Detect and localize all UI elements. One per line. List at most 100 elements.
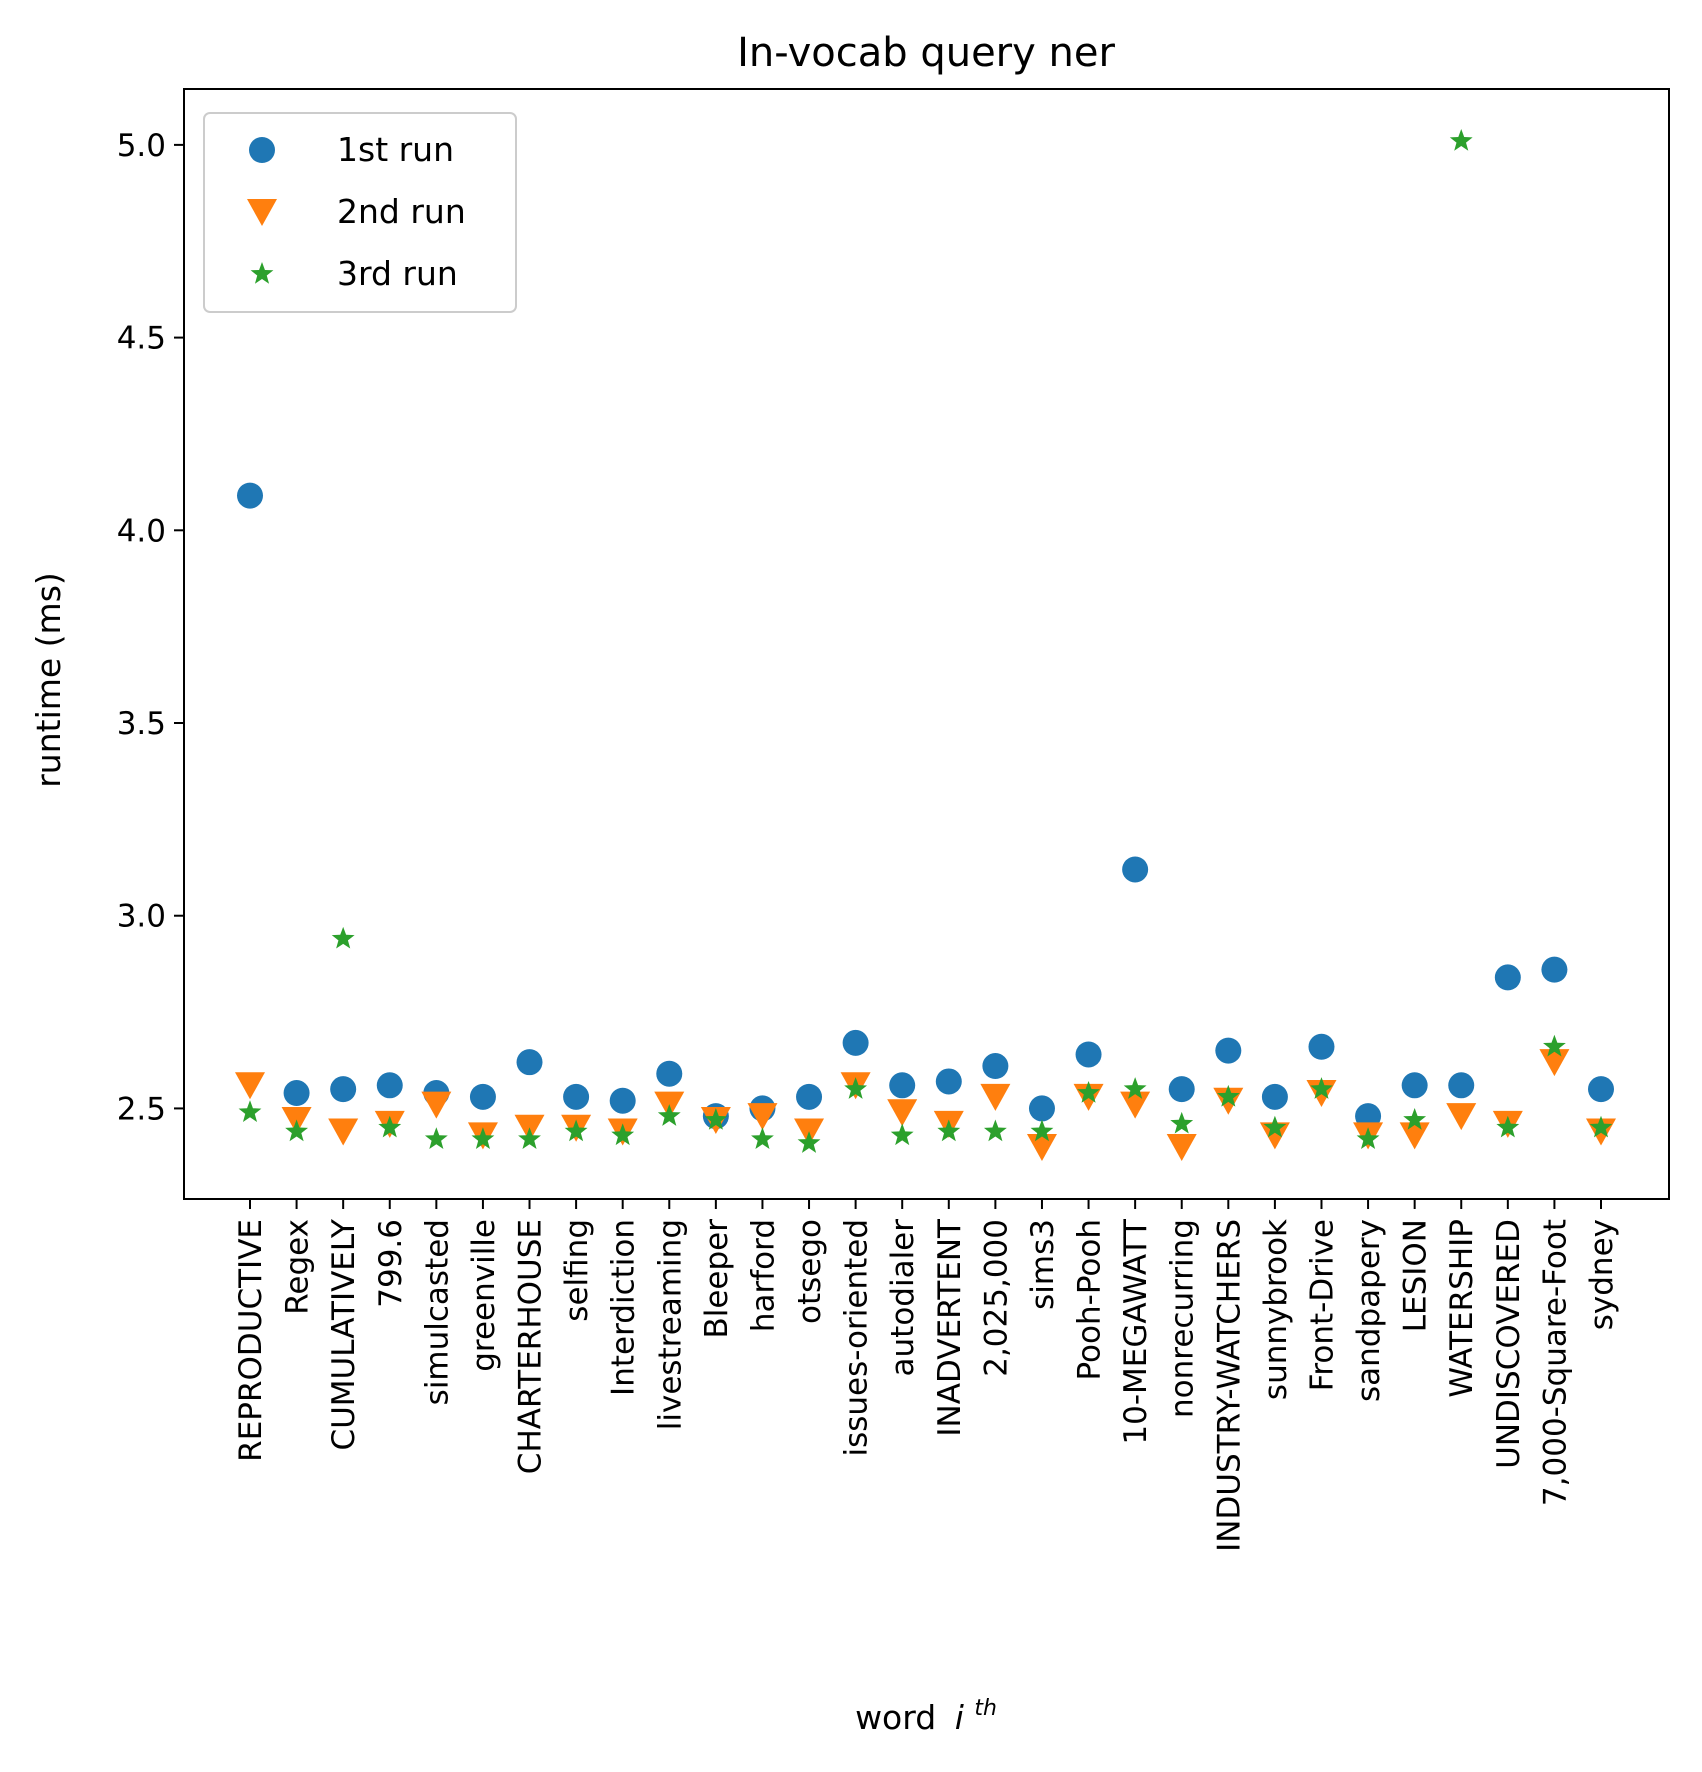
x-tick-label: INDUSTRY-WATCHERS xyxy=(1211,1219,1247,1552)
y-tick-label: 4.5 xyxy=(117,321,166,357)
x-tick-label: UNDISCOVERED xyxy=(1491,1219,1527,1469)
data-point xyxy=(747,1103,778,1131)
legend-label: 1st run xyxy=(337,130,454,169)
data-point xyxy=(1259,1122,1290,1150)
data-point xyxy=(328,1118,359,1146)
legend-marker xyxy=(250,262,274,284)
data-point xyxy=(1356,1127,1380,1149)
data-point xyxy=(424,1127,448,1149)
data-point xyxy=(421,1091,452,1119)
data-point xyxy=(235,1072,265,1100)
data-point xyxy=(238,1100,262,1122)
x-tick-label: Bleeper xyxy=(699,1219,735,1339)
y-tick-label: 4.0 xyxy=(117,513,166,549)
x-tick-label: sunnybrook xyxy=(1258,1219,1294,1400)
plot-frame xyxy=(183,88,1670,1200)
x-tick-label: INADVERTENT xyxy=(932,1218,968,1437)
data-point xyxy=(516,1049,543,1076)
data-point xyxy=(889,1072,916,1099)
legend-label: 2nd run xyxy=(337,192,466,231)
data-point xyxy=(609,1087,636,1114)
data-point xyxy=(1170,1111,1194,1134)
x-tick-label: sydney xyxy=(1584,1219,1620,1330)
x-axis-label: word i th xyxy=(855,1696,997,1737)
legend-label: 3rd run xyxy=(337,254,458,293)
data-point xyxy=(1215,1037,1242,1064)
data-point xyxy=(376,1072,403,1099)
data-point xyxy=(237,482,263,509)
data-point xyxy=(1261,1083,1288,1110)
data-point xyxy=(564,1119,588,1142)
data-point xyxy=(1541,956,1568,983)
marks-layer xyxy=(235,129,1616,1161)
data-point xyxy=(1263,1115,1287,1138)
x-tick-label: 10-MEGAWATT xyxy=(1118,1218,1154,1445)
data-point xyxy=(1168,1076,1195,1103)
data-point xyxy=(378,1115,402,1138)
x-tick-label: CUMULATIVELY xyxy=(326,1219,362,1451)
x-tick-label: simulcasted xyxy=(419,1219,455,1405)
data-point xyxy=(285,1119,308,1142)
data-point xyxy=(331,926,355,949)
data-point xyxy=(1589,1115,1613,1138)
data-point xyxy=(1123,1077,1147,1099)
data-point xyxy=(982,1053,1009,1080)
data-point xyxy=(797,1131,821,1153)
y-axis-label: runtime (ms) xyxy=(29,572,68,788)
data-point xyxy=(1120,1091,1151,1119)
data-point xyxy=(330,1076,357,1103)
data-point xyxy=(283,1080,310,1107)
data-point xyxy=(1588,1076,1614,1103)
data-point xyxy=(1216,1084,1240,1107)
x-tick-label: Pooh-Pooh xyxy=(1072,1219,1108,1381)
data-point xyxy=(842,1029,869,1056)
data-point xyxy=(1026,1133,1057,1161)
data-point xyxy=(1166,1133,1197,1161)
data-point xyxy=(1448,1072,1475,1099)
data-point xyxy=(1496,1115,1520,1138)
data-point xyxy=(518,1127,541,1149)
x-tick-label: Interdiction xyxy=(606,1219,642,1396)
data-point xyxy=(1539,1049,1570,1077)
x-axis-label-var: i xyxy=(955,1698,964,1737)
data-point xyxy=(751,1127,774,1149)
x-tick-label: LESION xyxy=(1398,1219,1434,1332)
data-point xyxy=(796,1083,823,1110)
x-tick-label: REPRODUCTIVE xyxy=(233,1219,269,1462)
x-tick-label: issues-oriented xyxy=(839,1219,875,1457)
chart-title: In-vocab query ner xyxy=(737,30,1115,76)
data-point xyxy=(563,1083,590,1110)
data-point xyxy=(890,1123,914,1146)
x-tick-label: 799.6 xyxy=(373,1219,409,1308)
data-point xyxy=(469,1083,496,1110)
x-tick-label: greenville xyxy=(466,1219,502,1372)
x-tick-label: otsego xyxy=(792,1219,828,1324)
data-point xyxy=(471,1127,495,1149)
data-point xyxy=(1075,1041,1102,1068)
legend-box xyxy=(203,112,517,313)
data-point xyxy=(1308,1033,1335,1060)
x-tick-label: Regex xyxy=(280,1219,316,1315)
data-point xyxy=(1077,1081,1100,1103)
data-point xyxy=(1310,1077,1333,1099)
data-point xyxy=(1543,1034,1566,1057)
y-tick-label: 3.0 xyxy=(117,899,166,935)
x-axis-label-word: word xyxy=(855,1698,936,1737)
x-tick-label: harford xyxy=(745,1219,781,1332)
data-point xyxy=(704,1107,728,1130)
data-point xyxy=(1028,1095,1055,1122)
x-tick-label: sims3 xyxy=(1025,1219,1061,1310)
x-tick-label: 7,000-Square-Foot xyxy=(1537,1219,1573,1506)
x-tick-label: livestreaming xyxy=(652,1219,688,1430)
data-point xyxy=(983,1119,1007,1142)
data-point xyxy=(1446,1103,1477,1131)
x-axis-label-superscript: th xyxy=(974,1696,997,1721)
legend: 1st run 2nd run 3rd run xyxy=(203,112,517,313)
ticks-layer: 2.5 3.0 3.5 4.0 4.5 5.0 REPRODUCTIVE Regex CUMUL… xyxy=(117,128,1620,1552)
data-point xyxy=(844,1077,868,1099)
legend-marker xyxy=(247,199,277,226)
series-3 xyxy=(238,129,1613,1153)
data-point xyxy=(1494,964,1521,991)
